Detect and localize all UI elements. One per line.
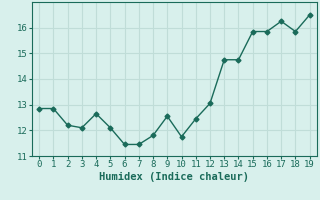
- X-axis label: Humidex (Indice chaleur): Humidex (Indice chaleur): [100, 172, 249, 182]
